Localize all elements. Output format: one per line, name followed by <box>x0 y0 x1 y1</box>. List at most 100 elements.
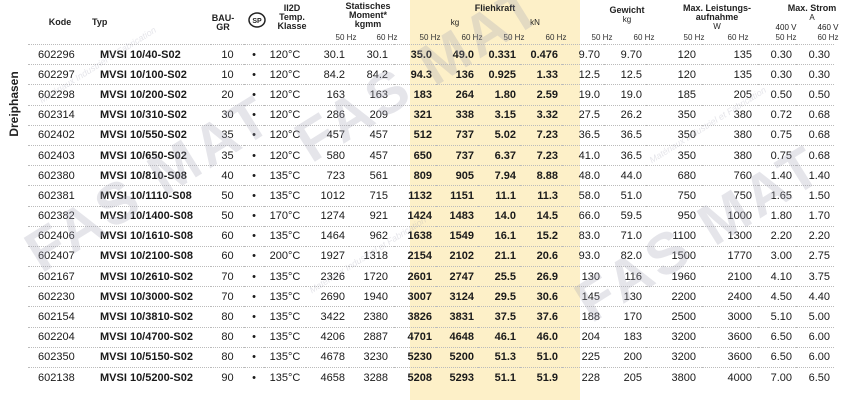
cell-flieh-kg-60: 737 <box>455 129 474 142</box>
cell-flieh-kg-60: 2102 <box>449 250 474 263</box>
cell-kode: 602296 <box>38 48 75 61</box>
cell-flieh-kg-50: 650 <box>413 149 432 162</box>
cell-static-60: 1720 <box>363 270 388 283</box>
cell-strom-400: 0.72 <box>770 109 792 122</box>
cell-gewicht-50: 145 <box>581 290 600 303</box>
cell-static-50: 163 <box>326 88 345 101</box>
cell-leistung-50: 350 <box>677 109 696 122</box>
cell-strom-460: 5.00 <box>808 311 830 324</box>
cell-flieh-kg-60: 5293 <box>449 371 474 384</box>
cell-flieh-kg-60: 3831 <box>449 311 474 324</box>
cell-leistung-60: 2400 <box>727 290 752 303</box>
cell-flieh-kn-50: 21.1 <box>494 250 516 263</box>
cell-temp: 120°C <box>269 129 301 142</box>
cell-baugroesse: 35 <box>221 129 234 142</box>
cell-gewicht-50: 12.5 <box>578 68 600 81</box>
cell-temp: 135°C <box>269 230 301 243</box>
cell-flieh-kg-50: 5230 <box>407 351 432 364</box>
cell-strom-460: 6.50 <box>808 371 830 384</box>
table-row: 602382 MVSI 10/1400-S08 50 • 170°C 1274 921 142… <box>28 206 834 226</box>
cell-gewicht-50: 204 <box>581 331 600 344</box>
cell-leistung-50: 2500 <box>671 311 696 324</box>
cell-temp: 120°C <box>269 48 301 61</box>
cell-csa: • <box>252 109 256 122</box>
cell-baugroesse: 80 <box>221 351 234 364</box>
cell-typ: MVSI 10/1610-S08 <box>100 230 193 243</box>
cell-leistung-60: 380 <box>733 109 752 122</box>
cell-flieh-kn-60: 1.33 <box>536 68 558 81</box>
cell-kode: 602204 <box>38 331 75 344</box>
cell-flieh-kg-60: 4648 <box>449 331 474 344</box>
cell-leistung-50: 680 <box>677 169 696 182</box>
cell-flieh-kn-50: 37.5 <box>494 311 516 324</box>
cell-leistung-60: 135 <box>733 68 752 81</box>
cell-flieh-kg-50: 3007 <box>407 290 432 303</box>
cell-flieh-kn-50: 6.37 <box>494 149 516 162</box>
cell-gewicht-50: 41.0 <box>578 149 600 162</box>
cell-temp: 120°C <box>269 149 301 162</box>
table-row: 602297 MVSI 10/100-S02 10 • 120°C 84.2 84.2 94.… <box>28 64 834 85</box>
cell-strom-460: 1.50 <box>808 189 830 202</box>
cell-leistung-60: 380 <box>733 149 752 162</box>
cell-baugroesse: 70 <box>221 290 234 303</box>
cell-gewicht-50: 48.0 <box>578 169 600 182</box>
cell-kode: 602297 <box>38 68 75 81</box>
cell-gewicht-50: 36.5 <box>578 129 600 142</box>
header-400v: 400 V <box>775 23 797 32</box>
cell-static-60: 715 <box>369 189 388 202</box>
phase-label-text: Dreiphasen <box>7 71 21 137</box>
cell-gewicht-50: 19.0 <box>578 88 600 101</box>
cell-strom-400: 1.80 <box>770 210 792 223</box>
cell-static-50: 457 <box>326 129 345 142</box>
table-row: 602406 MVSI 10/1610-S08 60 • 135°C 1464 962 163… <box>28 226 834 246</box>
table-row: 602381 MVSI 10/1110-S08 50 • 135°C 1012 715 113… <box>28 185 834 206</box>
header-leistung-unit: W <box>713 22 721 31</box>
cell-static-60: 921 <box>369 210 388 223</box>
cell-strom-400: 3.00 <box>770 250 792 263</box>
cell-strom-400: 0.75 <box>770 149 792 162</box>
table-row: 602298 MVSI 10/200-S02 20 • 120°C 163 163 183 26… <box>28 84 834 105</box>
cell-temp: 135°C <box>269 331 301 344</box>
cell-gewicht-50: 9.70 <box>578 48 600 61</box>
cell-csa: • <box>252 311 256 324</box>
cell-static-60: 209 <box>369 109 388 122</box>
cell-gewicht-50: 83.0 <box>578 230 600 243</box>
cell-flieh-kn-50: 0.925 <box>488 68 516 81</box>
cell-static-50: 286 <box>326 109 345 122</box>
cell-flieh-kn-60: 0.476 <box>530 48 558 61</box>
gewicht-50hz: 50 Hz <box>591 33 613 42</box>
cell-typ: MVSI 10/4700-S02 <box>100 331 193 344</box>
cell-static-60: 3288 <box>363 371 388 384</box>
cell-flieh-kn-50: 51.1 <box>494 371 516 384</box>
cell-static-50: 30.1 <box>323 48 345 61</box>
static-60hz: 60 Hz <box>376 33 398 42</box>
cell-gewicht-60: 170 <box>623 311 642 324</box>
cell-leistung-50: 3200 <box>671 351 696 364</box>
cell-flieh-kg-60: 136 <box>455 68 474 81</box>
cell-flieh-kg-50: 4701 <box>407 331 432 344</box>
cell-typ: MVSI 10/810-S08 <box>100 169 187 182</box>
cell-typ: MVSI 10/3810-S02 <box>100 311 193 324</box>
cell-gewicht-60: 205 <box>623 371 642 384</box>
cell-static-50: 4658 <box>320 371 345 384</box>
cell-typ: MVSI 10/40-S02 <box>100 48 181 61</box>
cell-leistung-50: 350 <box>677 129 696 142</box>
cell-flieh-kg-60: 1549 <box>449 230 474 243</box>
cell-strom-400: 0.30 <box>770 48 792 61</box>
cell-kode: 602167 <box>38 270 75 283</box>
cell-flieh-kg-50: 1132 <box>408 189 432 202</box>
cell-strom-400: 1.40 <box>770 169 792 182</box>
cell-csa: • <box>252 48 256 61</box>
cell-baugroesse: 80 <box>221 311 234 324</box>
cell-static-60: 2887 <box>363 331 388 344</box>
cell-leistung-50: 1500 <box>671 250 696 263</box>
cell-leistung-60: 380 <box>733 129 752 142</box>
flieh-kg-60hz: 60 Hz <box>461 33 483 42</box>
cell-flieh-kn-60: 51.0 <box>536 351 558 364</box>
cell-kode: 602380 <box>38 169 75 182</box>
cell-temp: 120°C <box>269 68 301 81</box>
cell-flieh-kg-50: 1424 <box>407 210 432 223</box>
csa-certification-icon: SP <box>248 12 266 28</box>
cell-temp: 120°C <box>269 88 301 101</box>
cell-typ: MVSI 10/5150-S02 <box>100 351 193 364</box>
